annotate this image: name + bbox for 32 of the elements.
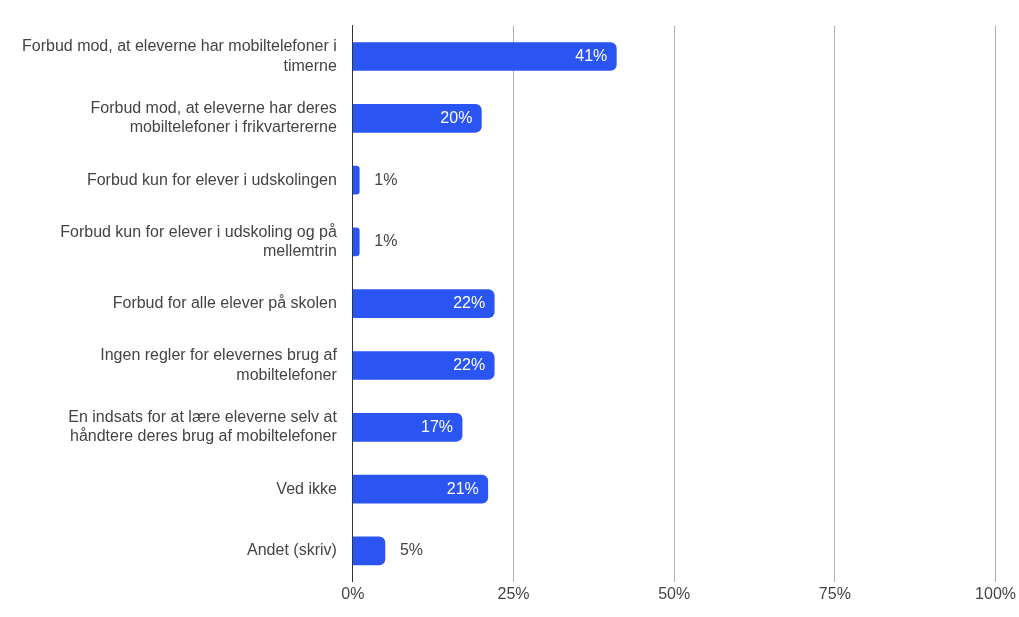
x-tick-label: 100% <box>975 584 1016 602</box>
y-tick-label: Forbud mod, at eleverne har deres mobiltelefoner i frikvartererne <box>90 99 337 136</box>
x-tick-label: 75% <box>818 584 851 602</box>
y-tick-label: Andet (skriv) <box>247 541 337 559</box>
bar <box>352 536 386 566</box>
data-label: 1% <box>374 232 398 250</box>
bar <box>352 289 495 319</box>
bar <box>352 42 617 71</box>
bar <box>352 351 495 380</box>
x-tick-label: 0% <box>341 584 365 602</box>
y-tick-label: En indsats for at lære eleverne selv at håndtere deres brug af mobiltelefoner <box>68 408 338 445</box>
data-label: 20% <box>440 108 473 126</box>
x-tick-label: 25% <box>497 584 530 602</box>
y-tick-label: Forbud for alle elever på skolen <box>112 294 337 312</box>
bar <box>352 103 482 133</box>
x-tick-label: 50% <box>658 584 691 602</box>
data-label: 5% <box>399 541 424 559</box>
data-label: 17% <box>421 417 454 435</box>
data-label: 1% <box>374 170 398 188</box>
y-tick-label: Forbud kun for elever i udskolingen <box>86 170 337 188</box>
data-label: 21% <box>446 479 479 497</box>
data-label: 22% <box>453 294 486 312</box>
data-label: 41% <box>575 46 608 64</box>
data-label: 22% <box>453 355 486 373</box>
y-tick-label: Ingen regler for elevernes brug af mobiltelefoner <box>100 346 338 383</box>
bar <box>352 474 489 504</box>
y-tick-label: Forbud kun for elever i udskoling og på mellemtrin <box>60 222 337 259</box>
y-tick-label: Ved ikke <box>276 479 337 497</box>
bar <box>352 227 360 257</box>
bar <box>352 412 463 442</box>
y-tick-label: Forbud mod, at eleverne har mobiltelefoner i timerne <box>21 37 337 74</box>
bar <box>352 165 360 195</box>
